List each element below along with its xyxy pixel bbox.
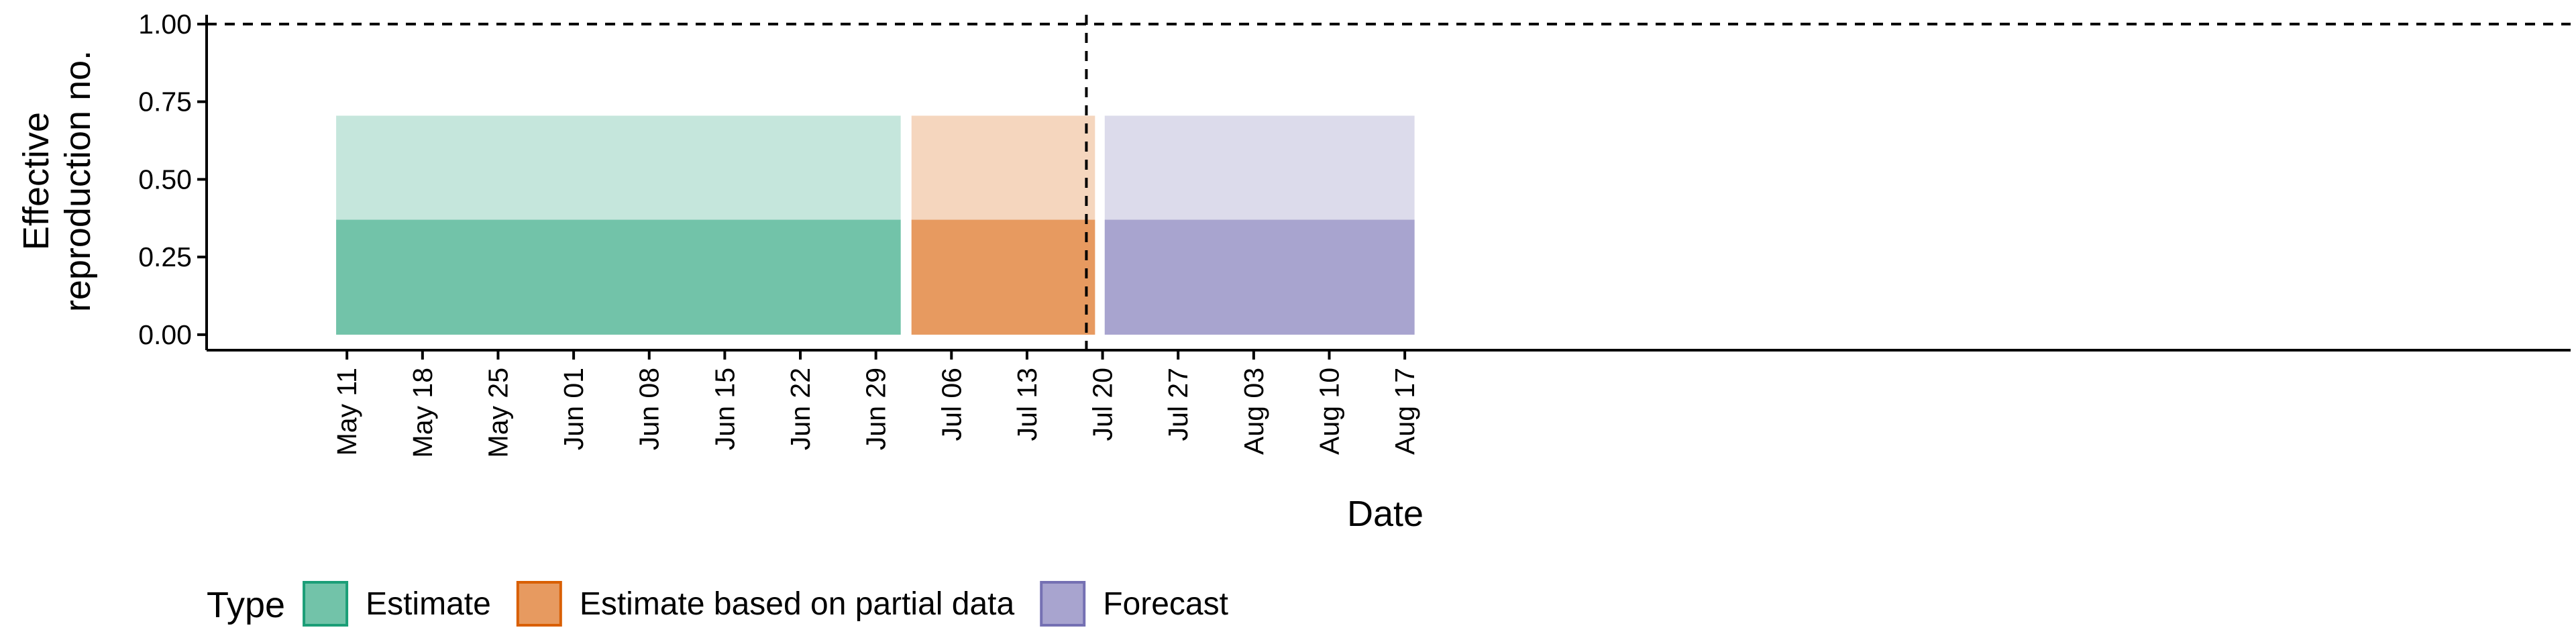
y-tick-label-2: 0.50 <box>138 164 192 195</box>
legend-key-2 <box>1040 581 1086 627</box>
x-tick-label-11: Jul 27 <box>1163 368 1193 441</box>
band-inner-1 <box>911 219 1095 335</box>
band-layer <box>336 115 1415 335</box>
x-tick-label-1: May 18 <box>407 368 438 458</box>
x-tick-label-12: Aug 03 <box>1238 368 1269 455</box>
legend-key-1 <box>516 581 562 627</box>
legend-label-0: Estimate <box>366 586 491 622</box>
x-tick-label-7: Jun 29 <box>861 368 892 450</box>
x-tick-label-2: May 25 <box>482 368 513 458</box>
legend: Type Estimate Estimate based on partial d… <box>207 581 1228 627</box>
x-tick-label-4: Jun 08 <box>634 368 665 450</box>
x-tick-label-10: Jul 20 <box>1087 368 1118 441</box>
x-tick-label-6: Jun 22 <box>785 368 816 450</box>
x-tick-label-13: Aug 10 <box>1313 368 1344 455</box>
x-axis-title: Date <box>1347 494 1424 534</box>
band-inner-0 <box>336 219 901 335</box>
x-tick-label-14: Aug 17 <box>1389 368 1420 455</box>
x-tick-label-3: Jun 01 <box>558 368 589 450</box>
x-tick-label-5: Jun 15 <box>709 368 740 450</box>
axes: 0.00 0.25 0.50 0.75 1.00 May 11 May 18 May 25 Ju… <box>138 9 2571 458</box>
y-tick-label-1: 0.25 <box>138 241 192 272</box>
y-axis-title-line1: Effective <box>16 112 56 250</box>
y-tick-label-4: 1.00 <box>138 9 192 40</box>
legend-title: Type <box>207 585 285 625</box>
band-inner-2 <box>1104 219 1415 335</box>
y-axis-title-line2: reproduction no. <box>58 50 98 312</box>
y-tick-label-0: 0.00 <box>138 319 192 350</box>
x-tick-label-8: Jul 06 <box>936 368 967 441</box>
x-tick-label-0: May 11 <box>331 368 362 455</box>
legend-key-0 <box>303 581 349 627</box>
legend-label-1: Estimate based on partial data <box>580 586 1015 622</box>
reference-lines <box>207 15 2571 350</box>
x-tick-label-9: Jul 13 <box>1012 368 1042 441</box>
legend-label-2: Forecast <box>1103 586 1228 622</box>
y-tick-label-3: 0.75 <box>138 87 192 117</box>
